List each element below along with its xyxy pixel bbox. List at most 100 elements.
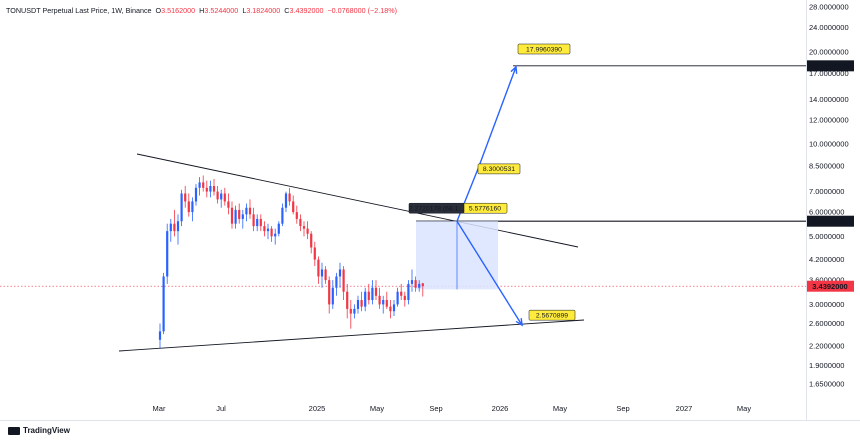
candle-body <box>248 207 252 215</box>
x-tick-label: Sep <box>429 404 442 413</box>
trendlines <box>0 65 806 352</box>
y-axis: 28.0000000 24.0000000 20.0000000 17.0000000… <box>809 3 849 389</box>
lower-trendline <box>118 319 585 352</box>
x-tick-label: Sep <box>616 404 629 413</box>
candle-body <box>176 221 180 232</box>
candle-body <box>202 182 205 188</box>
candle-body <box>299 218 302 227</box>
legend-header: TONUSDT Perpetual Last Price, 1W, Binanc… <box>6 6 397 15</box>
x-tick-label: May <box>370 404 384 413</box>
candle-body <box>187 201 190 213</box>
callout-8-30-text: 8.3000531 <box>483 166 515 173</box>
x-tick-label: 2027 <box>676 404 693 413</box>
tradingview-logo[interactable]: TradingView <box>8 426 70 435</box>
y-tick-label: 6.0000000 <box>809 208 844 217</box>
candle-body <box>335 276 338 288</box>
candle-body <box>418 283 421 288</box>
candle-body <box>403 295 406 301</box>
y-tick-label: 12.0000000 <box>809 115 849 124</box>
candle-body <box>421 283 424 287</box>
candle-body <box>382 300 385 305</box>
measure-label-box <box>408 202 465 214</box>
callout-17-99-box <box>517 43 571 55</box>
change-value: −0.0768000 (−2.18%) <box>327 6 398 15</box>
candle-body <box>245 207 248 215</box>
candle-body <box>284 193 288 208</box>
candle-body <box>371 287 374 301</box>
callout-8-30-box <box>477 163 521 175</box>
upper-trendline <box>136 153 579 248</box>
candle-body <box>378 295 381 305</box>
x-tick-label: May <box>553 404 567 413</box>
candle-body <box>194 187 198 202</box>
candle-body <box>209 185 212 192</box>
y-tick-label: 2.2000000 <box>809 341 844 350</box>
candle-body <box>259 218 262 227</box>
candle-body <box>223 193 226 202</box>
candle-body <box>212 185 216 192</box>
tradingview-logo-icon <box>8 426 20 435</box>
candle-body <box>238 209 241 219</box>
axis-label-last-price-text: 3.4392000 <box>812 282 847 291</box>
x-tick-label: May <box>737 404 751 413</box>
candle-body <box>256 218 259 227</box>
candle-body <box>216 191 219 200</box>
y-tick-label: 3.0000000 <box>809 300 844 309</box>
candle-body <box>331 287 334 305</box>
candle-body <box>346 291 349 309</box>
candle-body <box>410 280 414 284</box>
arrow-down-segment <box>456 220 523 326</box>
y-tick-label: 2.6000000 <box>809 319 844 328</box>
candle-body <box>162 276 165 332</box>
candle-body <box>324 269 327 281</box>
x-axis: Mar Jul 2025 May Sep 2026 May Sep 2027 May <box>153 404 752 413</box>
y-tick-label: 10.0000000 <box>809 140 849 149</box>
callout-2-56-box <box>528 309 576 321</box>
candle-body <box>266 228 270 232</box>
arrow-up-segment-2 <box>477 66 517 170</box>
candle-body <box>227 201 230 208</box>
candle-body <box>158 331 162 340</box>
y-tick-label: 8.5000000 <box>809 161 844 170</box>
candles <box>158 175 424 349</box>
candle-body <box>180 193 183 222</box>
candle-body <box>252 214 255 227</box>
high-label: H <box>199 6 205 15</box>
candle-body <box>407 283 410 301</box>
axis-label-18-text: 18.0001415 <box>810 61 850 70</box>
price-axis-border <box>806 0 807 420</box>
candle-body <box>173 223 176 232</box>
y-tick-label: 24.0000000 <box>809 23 849 32</box>
candle-body <box>310 233 313 248</box>
price-labels: 17.9960390 8.3000531 5.5776160 2.5670899 2.2… <box>408 43 854 321</box>
measure-box <box>416 221 498 290</box>
axis-label-18-bg <box>806 60 854 72</box>
x-tick-label: Mar <box>153 404 166 413</box>
candle-body <box>342 269 345 292</box>
arrow-down-head <box>515 318 523 327</box>
candle-body <box>360 300 363 307</box>
footer-bar: TradingView <box>0 420 860 441</box>
y-tick-label: 1.9000000 <box>809 361 844 370</box>
symbol-title: TONUSDT Perpetual Last Price, 1W, Binanc… <box>6 6 152 15</box>
candle-body <box>274 233 277 237</box>
close-value: 3.4392000 <box>289 6 324 15</box>
callout-17-99-text: 17.9960390 <box>526 46 562 53</box>
candle-body <box>220 193 223 200</box>
candle-body <box>277 223 280 234</box>
candle-body <box>270 228 273 237</box>
axis-label-5-6-bg <box>806 215 854 227</box>
open-label: O <box>155 6 162 15</box>
y-tick-label: 20.0000000 <box>809 47 849 56</box>
y-tick-label: 17.0000000 <box>809 69 849 78</box>
arrow-up-head <box>510 65 518 74</box>
candle-body <box>295 212 298 219</box>
candle-body <box>288 193 291 202</box>
candle-body <box>320 269 324 277</box>
candle-body <box>198 182 201 188</box>
candle-body <box>374 287 378 296</box>
candle-body <box>328 280 331 305</box>
y-tick-label: 4.2000000 <box>809 255 844 264</box>
